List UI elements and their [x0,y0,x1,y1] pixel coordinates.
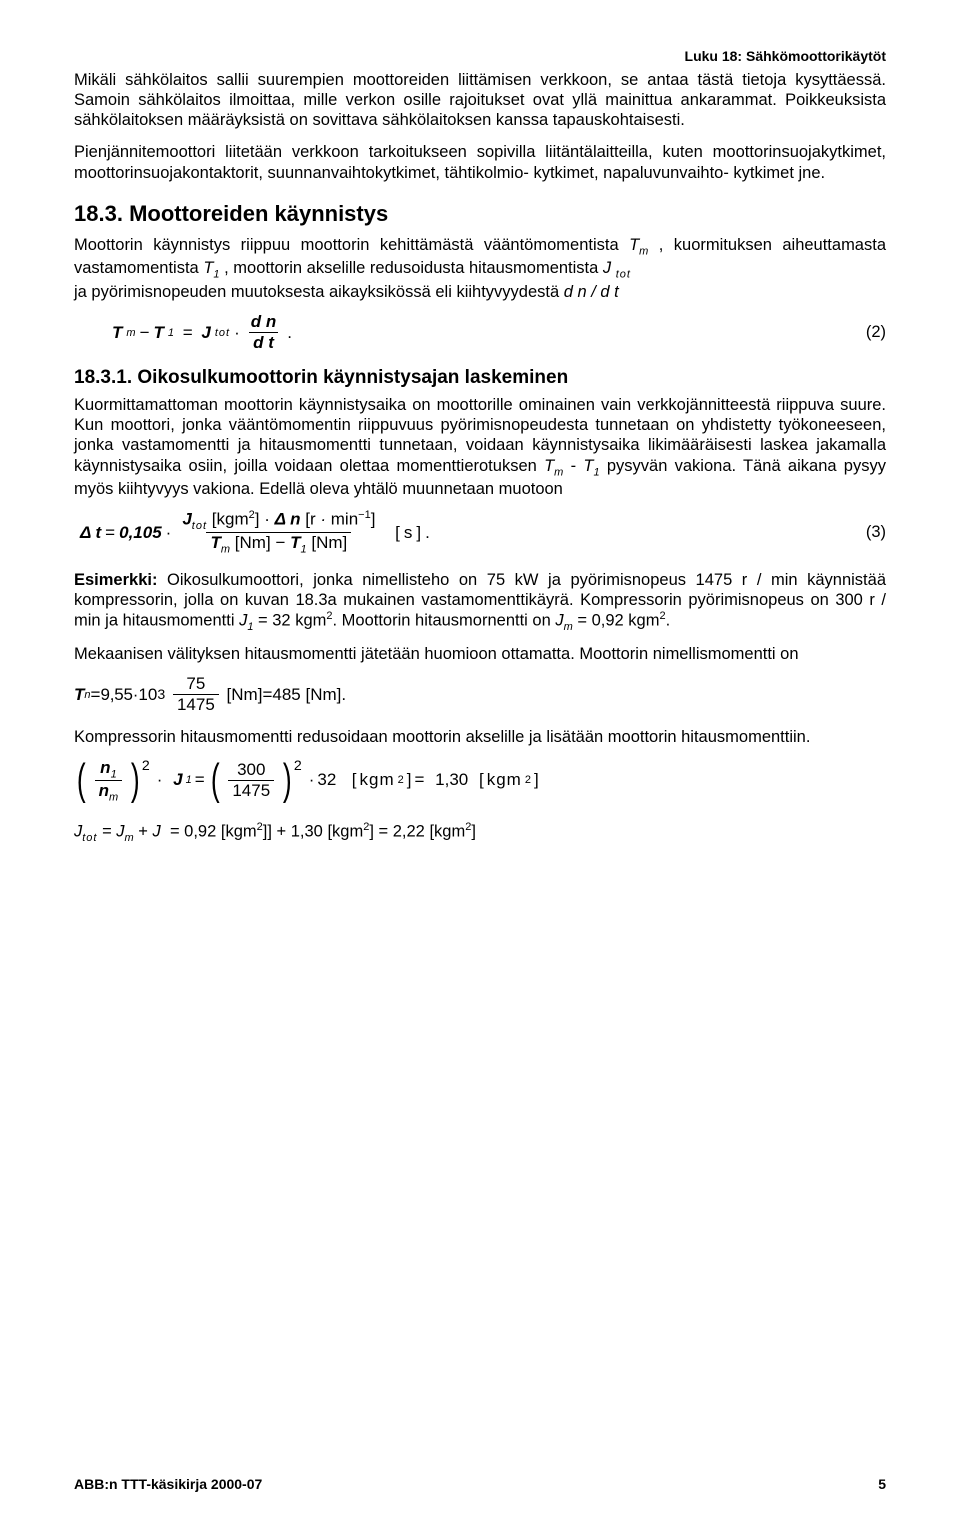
subsection-title: 18.3.1. Oikosulkumoottorin käynnistysaja… [74,367,886,389]
equation-j1: ( n1 nm )2 · J1 = ( 300 1475 )2 · 32 [kg… [74,758,886,804]
t: 10 [138,685,157,705]
t: 2 [398,774,404,786]
t: 1475 [228,780,274,801]
t: kgm [434,823,465,841]
chapter-header: Luku 18: Sähkömoottorikäytöt [74,48,886,64]
equation-tn: Tn = 9,55 · 103 75 1475 [Nm] = 485 [Nm]. [74,674,886,715]
paragraph-1: Mikäli sähkölaitos sallii suurempien moo… [74,70,886,130]
t: 1475 [173,694,219,715]
t: 2 [525,774,531,786]
t: 2,22 [393,823,425,841]
t: 9,55 [100,685,132,705]
t: Nm [231,685,257,705]
t: kgm [359,770,394,790]
subsection-para: Kuormittamattoman moottorin käynnistysai… [74,395,886,499]
example-para-1: Esimerkki: Oikosulkumoottori, jonka nime… [74,570,886,634]
footer: ABB:n TTT-käsikirja 2000-07 5 [74,1476,886,1492]
t: Moottorin käynnistys riippuu moottorin k… [74,236,629,254]
t: ja pyörimisnopeuden muutoksesta aikayksi… [74,283,564,301]
t: 3 [157,687,165,703]
jtot-line: Jtot = Jm + J = 0,92 [kgm2]] + 1,30 [kgm… [74,821,886,845]
equation-3: Δ t=0,105 · Jtot [kgm2] · Δ n [r · min−1… [74,509,886,555]
paragraph-2: Pienjännitemoottori liitetään verkkoon t… [74,142,886,182]
t: kgm [225,823,256,841]
t: 2 [465,821,471,833]
subsection-num: 18.3.1. [74,367,132,388]
t: kgm [487,770,522,790]
t: = 32 kgm [253,612,326,630]
page: Luku 18: Sähkömoottorikäytöt Mikäli sähk… [0,0,960,1522]
t: 1,30 [291,823,323,841]
section-title: 18.3. Moottoreiden käynnistys [74,201,886,227]
t: 75 [182,674,209,694]
t: Nm [310,685,336,705]
t: 485 [272,685,300,705]
section-num: 18.3. [74,201,123,226]
example-para-2: Mekaanisen välityksen hitausmomentti jät… [74,644,886,664]
t: = 0,92 kgm [573,612,660,630]
footer-left: ABB:n TTT-käsikirja 2000-07 [74,1476,262,1492]
t: 300 [233,760,269,780]
section-para: Moottorin käynnistys riippuu moottorin k… [74,235,886,303]
t: . Moottorin hitausmornentti on [333,612,556,630]
t: 1,30 [435,770,468,790]
equation-2: Tm − T1 = Jtot · d n d t . (2) [74,312,886,353]
eq-num-2: (2) [866,323,886,342]
eq-num-3: (3) [866,523,886,542]
subsection-name: Oikosulkumoottorin käynnistysajan laskem… [137,367,568,388]
t: T [74,685,84,705]
t: 32 [317,770,336,790]
t: 0,92 [184,823,216,841]
t: kgm [332,823,363,841]
section-name: Moottoreiden käynnistys [129,201,388,226]
example-lead: Esimerkki: [74,571,157,589]
t: 2 [363,821,369,833]
kompressor-para: Kompressorin hitausmomentti redusoidaan … [74,727,886,747]
t: , moottorin akselille redusoidusta hitau… [224,259,603,277]
footer-page-num: 5 [878,1476,886,1492]
